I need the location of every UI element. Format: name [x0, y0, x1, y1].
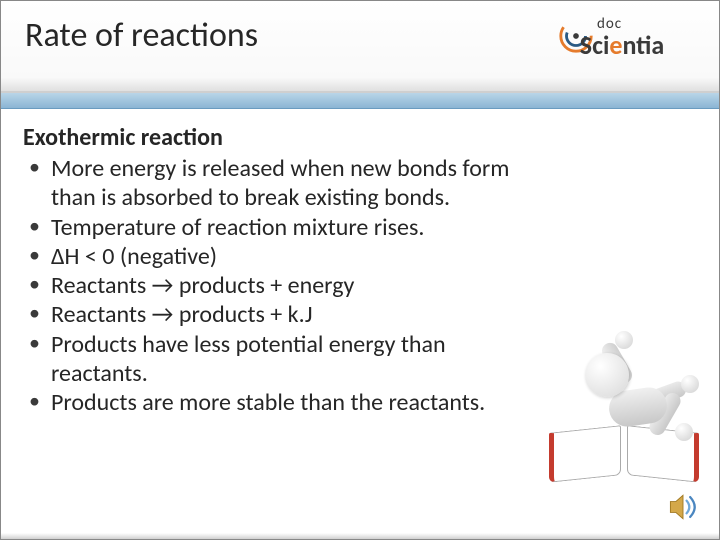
list-item: Reactants → products + k.J — [23, 300, 543, 329]
decorative-figure — [539, 321, 709, 481]
footer-shadow — [1, 533, 719, 539]
brand-logo: doc Scientia — [547, 15, 697, 75]
list-item: Temperature of reaction mixture rises. — [23, 213, 543, 242]
slide: Rate of reactions doc Scientia Exothermi… — [0, 0, 720, 540]
accent-bar — [1, 93, 719, 109]
logo-pre: Sci — [580, 29, 610, 61]
list-item: Products are more stable than the reacta… — [23, 388, 543, 417]
logo-post: ntia — [622, 29, 664, 61]
bullet-list: More energy is released when new bonds f… — [23, 154, 543, 417]
logo-text-bottom: Scientia — [547, 29, 697, 61]
list-item: More energy is released when new bonds f… — [23, 154, 543, 213]
subtitle: Exothermic reaction — [23, 123, 701, 152]
logo-accent: e — [609, 29, 622, 61]
audio-icon[interactable] — [665, 489, 701, 525]
person-icon — [579, 333, 689, 443]
list-item: Products have less potential energy than… — [23, 330, 543, 389]
list-item: Reactants → products + energy — [23, 271, 543, 300]
list-item: ΔH < 0 (negative) — [23, 242, 543, 271]
header: Rate of reactions doc Scientia — [1, 1, 719, 93]
